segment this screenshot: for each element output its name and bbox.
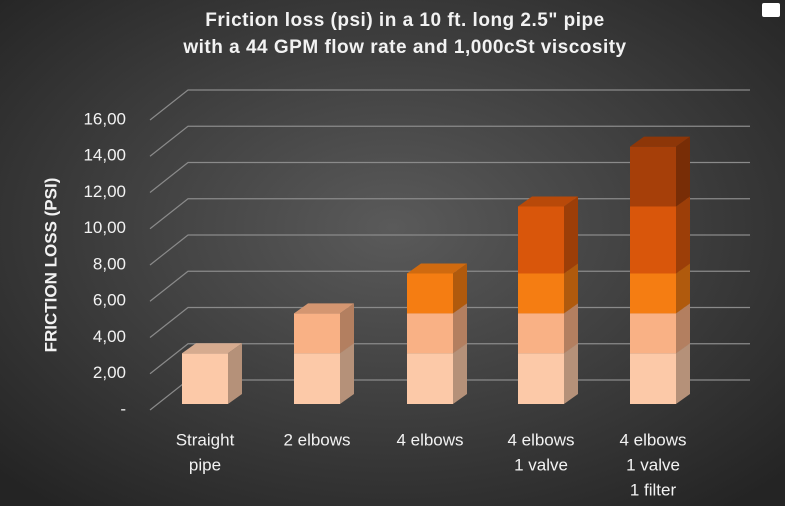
bar-front bbox=[630, 353, 676, 404]
bar-front bbox=[518, 206, 564, 274]
bar-side bbox=[228, 343, 242, 404]
x-tick-label: 4 elbows bbox=[396, 430, 463, 449]
bar-side bbox=[676, 263, 690, 314]
y-tick-label: 14,00 bbox=[83, 146, 126, 165]
chart-title: with a 44 GPM flow rate and 1,000cSt vis… bbox=[182, 37, 626, 58]
bar-front bbox=[630, 313, 676, 354]
bar-segment bbox=[294, 343, 354, 404]
grid-line bbox=[149, 161, 750, 193]
bar-side bbox=[676, 303, 690, 354]
bar-segment bbox=[630, 196, 690, 274]
y-tick-label: 16,00 bbox=[83, 109, 126, 128]
x-tick-label: 1 filter bbox=[630, 480, 677, 499]
x-tick-label: pipe bbox=[189, 455, 221, 474]
y-tick-label: 8,00 bbox=[93, 254, 126, 273]
bar-front bbox=[518, 273, 564, 314]
bar-front bbox=[518, 313, 564, 354]
bar-top bbox=[407, 263, 467, 274]
bar-side bbox=[564, 263, 578, 314]
bar-top bbox=[630, 136, 690, 147]
bar-side bbox=[676, 196, 690, 274]
bar-side bbox=[453, 263, 467, 314]
bar-segment bbox=[182, 343, 242, 404]
bar-side bbox=[340, 303, 354, 354]
bar-front bbox=[407, 273, 453, 314]
bar-top bbox=[294, 303, 354, 314]
bar-segment bbox=[630, 136, 690, 207]
bar-side bbox=[676, 136, 690, 207]
bar-segment bbox=[407, 263, 467, 314]
bar-top bbox=[182, 343, 242, 354]
bar-front bbox=[630, 273, 676, 314]
y-axis-label: FRICTION LOSS (PSI) bbox=[41, 178, 60, 353]
bar-side bbox=[564, 343, 578, 404]
bar-side bbox=[340, 343, 354, 404]
y-tick-label: 2,00 bbox=[93, 363, 126, 382]
bar-side bbox=[453, 343, 467, 404]
bar-front bbox=[182, 353, 228, 404]
bar-segment bbox=[294, 303, 354, 354]
bar-side bbox=[676, 343, 690, 404]
x-tick-label: 4 elbows bbox=[619, 430, 686, 449]
icon bbox=[762, 3, 780, 17]
bar-front bbox=[294, 353, 340, 404]
bar-front bbox=[630, 146, 676, 207]
y-tick-label: 6,00 bbox=[93, 291, 126, 310]
bar-side bbox=[564, 196, 578, 274]
bar-front bbox=[407, 353, 453, 404]
bar-side bbox=[453, 303, 467, 354]
x-tick-label: 1 valve bbox=[514, 455, 568, 474]
y-tick-label: 4,00 bbox=[93, 327, 126, 346]
x-tick-label: 4 elbows bbox=[507, 430, 574, 449]
bar-segment bbox=[518, 196, 578, 274]
x-tick-label: 1 valve bbox=[626, 455, 680, 474]
y-tick-label: - bbox=[120, 399, 126, 418]
y-tick-label: 12,00 bbox=[83, 182, 126, 201]
bar-front bbox=[294, 313, 340, 354]
y-tick-label: 10,00 bbox=[83, 218, 126, 237]
chart-title: Friction loss (psi) in a 10 ft. long 2.5… bbox=[205, 10, 604, 31]
x-tick-label: Straight bbox=[176, 430, 235, 449]
bar-front bbox=[518, 353, 564, 404]
bar-top bbox=[518, 196, 578, 207]
bar-front bbox=[630, 206, 676, 274]
grid-line bbox=[149, 89, 750, 121]
bar-front bbox=[407, 313, 453, 354]
x-tick-label: 2 elbows bbox=[283, 430, 350, 449]
grid-line bbox=[149, 125, 750, 157]
bar-side bbox=[564, 303, 578, 354]
